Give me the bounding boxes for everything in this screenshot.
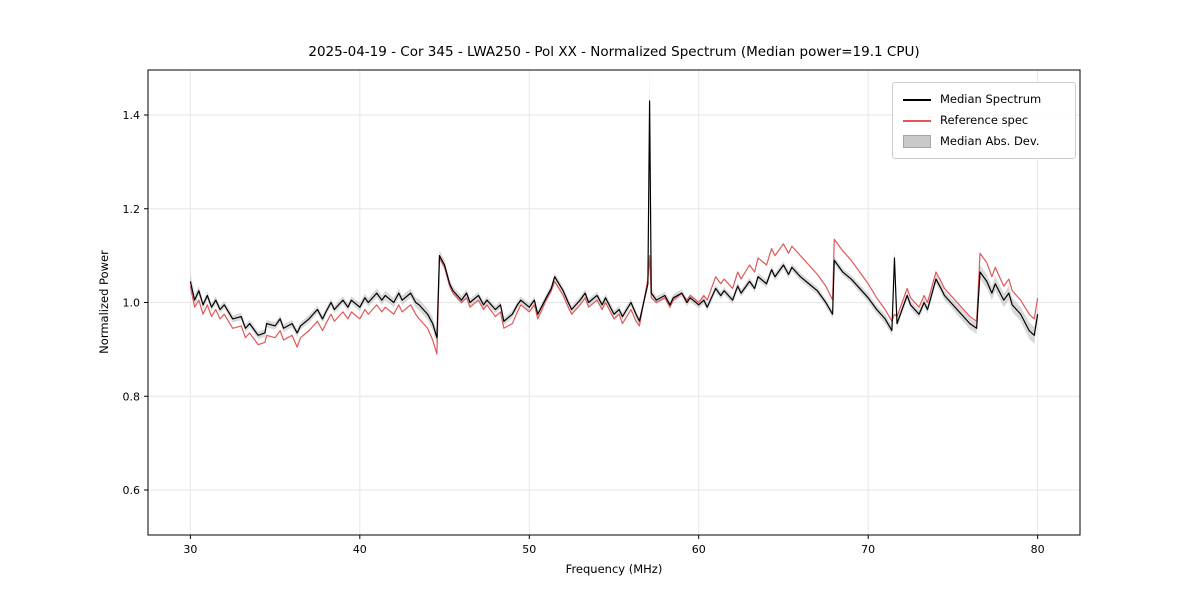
x-tick-label: 30 bbox=[183, 543, 197, 556]
legend-label: Reference spec bbox=[940, 112, 1029, 127]
reference-spec-line bbox=[189, 238, 1039, 355]
x-tick-label: 80 bbox=[1031, 543, 1045, 556]
legend-label: Median Spectrum bbox=[940, 91, 1042, 106]
median-line-swatch-icon bbox=[903, 98, 931, 101]
legend-item-median-abs-dev: Median Abs. Dev. bbox=[903, 131, 1065, 152]
band-swatch-icon bbox=[903, 135, 931, 148]
legend-item-median-spectrum: Median Spectrum bbox=[903, 89, 1065, 110]
y-tick-label: 1.2 bbox=[123, 203, 141, 216]
y-tick-label: 0.8 bbox=[123, 390, 141, 403]
x-tick-label: 40 bbox=[353, 543, 367, 556]
y-tick-label: 1.0 bbox=[123, 297, 141, 310]
y-tick-label: 1.4 bbox=[123, 109, 141, 122]
median-spectrum-line bbox=[189, 100, 1039, 339]
x-axis-label: Frequency (MHz) bbox=[565, 562, 663, 576]
x-tick-label: 50 bbox=[522, 543, 536, 556]
chart-title: 2025-04-19 - Cor 345 - LWA250 - Pol XX -… bbox=[308, 44, 920, 60]
x-tick-label: 60 bbox=[692, 543, 706, 556]
x-tick-label: 70 bbox=[861, 543, 875, 556]
reference-line-swatch-icon bbox=[903, 119, 931, 122]
y-axis-label: Normalized Power bbox=[97, 250, 111, 354]
legend: Median Spectrum Reference spec Median Ab… bbox=[892, 82, 1076, 159]
y-tick-label: 0.6 bbox=[123, 484, 141, 497]
legend-item-reference-spec: Reference spec bbox=[903, 110, 1065, 131]
legend-label: Median Abs. Dev. bbox=[940, 133, 1040, 148]
